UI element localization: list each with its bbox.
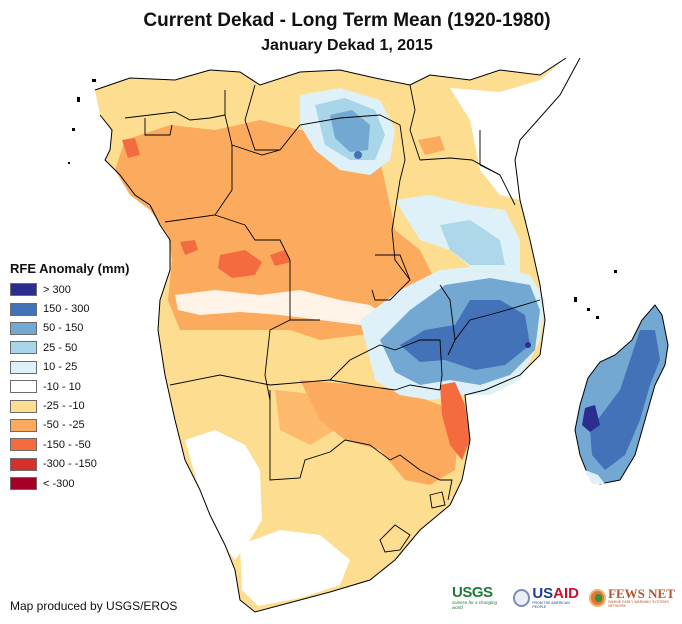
legend-item: > 300 bbox=[10, 280, 129, 299]
legend-label: 150 - 300 bbox=[43, 303, 90, 316]
legend-swatch bbox=[10, 321, 37, 335]
madagascar-wet-strong bbox=[590, 330, 660, 470]
legend-label: 10 - 25 bbox=[43, 361, 78, 374]
map-subtitle: January Dekad 1, 2015 bbox=[261, 37, 433, 54]
angola-dry-spot bbox=[180, 240, 198, 255]
legend-swatch bbox=[10, 360, 37, 374]
usaid-seal-icon bbox=[513, 588, 531, 607]
legend-label: -25 - -10 bbox=[43, 400, 85, 413]
map-title: Current Dekad - Long Term Mean (1920-198… bbox=[143, 10, 551, 31]
horn-of-africa-normal bbox=[450, 58, 580, 200]
usgs-logo: USGS science for a changing world bbox=[452, 585, 505, 610]
fewsnet-wordmark: FEWS NET bbox=[608, 586, 675, 601]
mozambique-south-dry bbox=[440, 382, 470, 460]
africa-coastline bbox=[94, 57, 581, 613]
partner-logos: USGS science for a changing world USAID … bbox=[452, 585, 682, 610]
legend: RFE Anomaly (mm) > 300 150 - 300 50 - 150 2… bbox=[10, 261, 129, 493]
legend-swatch bbox=[10, 399, 37, 413]
dr-congo-dry-spot bbox=[270, 250, 290, 266]
usaid-logo: USAID FROM THE AMERICAN PEOPLE bbox=[513, 586, 581, 609]
legend-swatch bbox=[10, 302, 37, 316]
legend-label: 25 - 50 bbox=[43, 341, 78, 354]
legend-label: -10 - 10 bbox=[43, 380, 81, 393]
islands bbox=[68, 79, 617, 319]
legend-item: < -300 bbox=[10, 474, 129, 493]
legend-item: 50 - 150 bbox=[10, 319, 129, 338]
usgs-tagline: science for a changing world bbox=[452, 600, 498, 610]
usgs-wordmark: USGS bbox=[452, 584, 493, 601]
legend-title: RFE Anomaly (mm) bbox=[10, 261, 130, 276]
legend-swatch bbox=[10, 380, 37, 394]
central-africa-dry bbox=[115, 120, 435, 340]
legend-label: -300 - -150 bbox=[43, 458, 97, 471]
globe-icon bbox=[589, 588, 607, 607]
legend-swatch bbox=[10, 283, 37, 297]
country-borders bbox=[124, 84, 541, 553]
legend-swatch bbox=[10, 418, 37, 432]
fewsnet-tagline: FAMINE EARLY WARNING SYSTEMS NETWORK bbox=[608, 600, 669, 608]
cape-normal bbox=[240, 530, 350, 606]
legend-label: 50 - 150 bbox=[43, 322, 84, 335]
legend-swatch bbox=[10, 438, 37, 452]
legend-item: 25 - 50 bbox=[10, 338, 129, 357]
angola-normal-band bbox=[175, 290, 385, 325]
gabon-dry bbox=[122, 138, 140, 158]
legend-item: -50 - -25 bbox=[10, 416, 129, 435]
usaid-aid: AID bbox=[553, 585, 579, 602]
madagascar-south-normal bbox=[585, 470, 605, 484]
legend-label: -150 - -50 bbox=[43, 438, 91, 451]
legend-swatch bbox=[10, 477, 37, 491]
legend-item: -150 - -50 bbox=[10, 435, 129, 454]
tanzania-wet-mid bbox=[440, 220, 505, 265]
congo-wet-spot bbox=[354, 151, 362, 159]
legend-item: 10 - 25 bbox=[10, 358, 129, 377]
legend-item: -10 - 10 bbox=[10, 377, 129, 396]
namibia-normal bbox=[185, 430, 262, 560]
mozambique-wet-peak bbox=[525, 342, 531, 348]
southern-africa-dry bbox=[300, 380, 460, 485]
legend-item: 150 - 300 bbox=[10, 299, 129, 318]
legend-label: < -300 bbox=[43, 477, 75, 490]
congo-wet-core bbox=[330, 110, 370, 152]
legend-item: -25 - -10 bbox=[10, 396, 129, 415]
usaid-us: US bbox=[532, 585, 554, 602]
botswana-dry bbox=[275, 390, 335, 445]
angola-dry-core bbox=[218, 250, 262, 278]
legend-label: -50 - -25 bbox=[43, 419, 85, 432]
map-credit: Map produced by USGS/EROS bbox=[10, 599, 178, 613]
legend-label: > 300 bbox=[43, 283, 71, 296]
legend-swatch bbox=[10, 341, 37, 355]
usaid-tagline: FROM THE AMERICAN PEOPLE bbox=[532, 601, 570, 609]
uganda-dry bbox=[418, 136, 445, 155]
legend-item: -300 - -150 bbox=[10, 455, 129, 474]
madagascar-wet-peak bbox=[582, 405, 600, 432]
southeast-wet-strong bbox=[400, 300, 530, 370]
fewsnet-logo: FEWS NET FAMINE EARLY WARNING SYSTEMS NE… bbox=[589, 587, 682, 608]
legend-swatch bbox=[10, 457, 37, 471]
